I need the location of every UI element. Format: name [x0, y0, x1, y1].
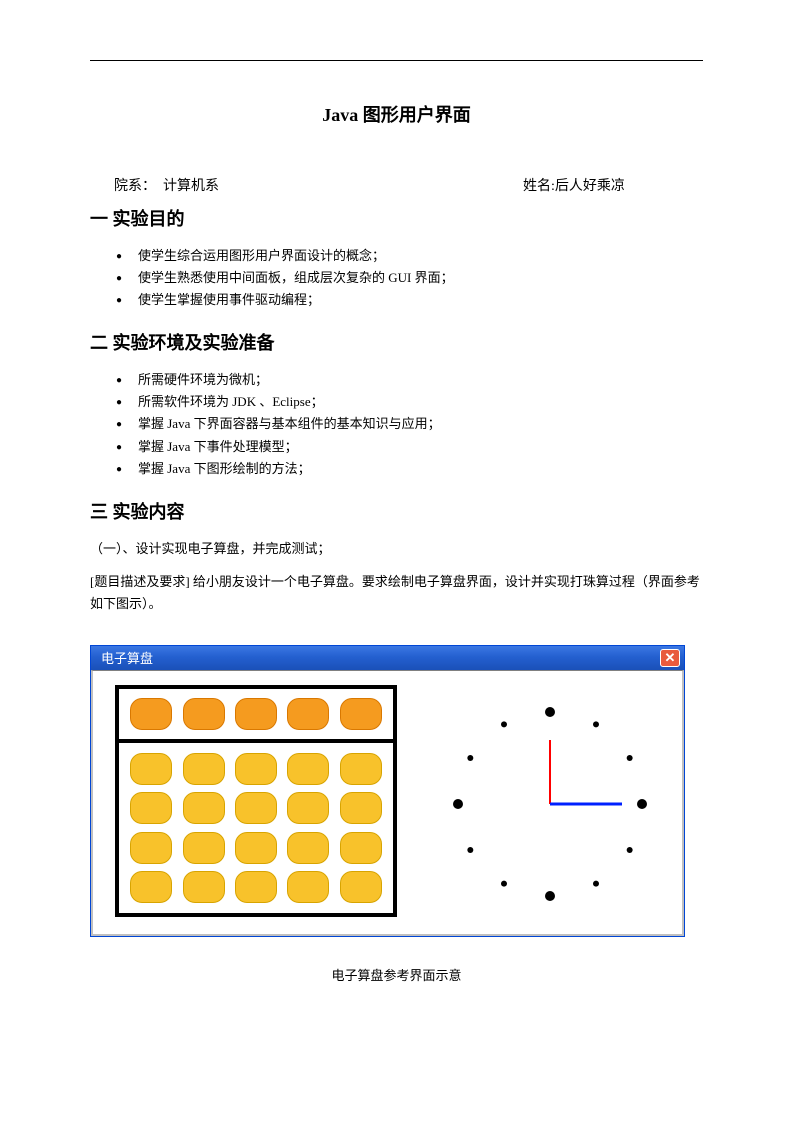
abacus-bottom-bead[interactable]	[130, 792, 172, 824]
section-2-heading: 二 实验环境及实验准备	[90, 329, 703, 355]
clock-wrap	[427, 685, 672, 924]
clock-dot	[593, 881, 599, 887]
abacus-bottom-bead[interactable]	[130, 871, 172, 903]
figure-caption: 电子算盘参考界面示意	[90, 965, 703, 984]
abacus-bottom-bead[interactable]	[340, 832, 382, 864]
dept-label: 院系：	[114, 179, 156, 194]
abacus-bead-row	[125, 753, 387, 785]
abacus-bottom-bead[interactable]	[287, 871, 329, 903]
abacus-bottom-bead[interactable]	[287, 792, 329, 824]
list-item: 使学生熟悉使用中间面板，组成层次复杂的 GUI 界面；	[138, 267, 703, 289]
clock-dot	[467, 755, 473, 761]
abacus-bottom-bead[interactable]	[340, 871, 382, 903]
abacus-bottom-bead[interactable]	[340, 792, 382, 824]
top-rule	[90, 60, 703, 61]
clock-dot	[626, 755, 632, 761]
list-item: 使学生综合运用图形用户界面设计的概念；	[138, 245, 703, 267]
titlebar[interactable]: 电子算盘 ✕	[91, 646, 684, 670]
clock-dot	[637, 799, 647, 809]
clock-dot	[545, 891, 555, 901]
abacus-bead-row	[125, 871, 387, 903]
abacus-bottom-bead[interactable]	[130, 832, 172, 864]
section-3-heading: 三 实验内容	[90, 498, 703, 524]
clock-dot	[626, 847, 632, 853]
abacus-bottom-bead[interactable]	[130, 753, 172, 785]
list-item: 掌握 Java 下事件处理模型；	[138, 436, 703, 458]
dept-field: 院系： 计算机系	[114, 175, 523, 195]
list-item: 使学生掌握使用事件驱动编程；	[138, 289, 703, 311]
section-1-list: 使学生综合运用图形用户界面设计的概念； 使学生熟悉使用中间面板，组成层次复杂的 …	[90, 245, 703, 311]
clock	[445, 699, 655, 909]
abacus-top-row	[119, 689, 393, 743]
abacus-bottom-bead[interactable]	[287, 832, 329, 864]
abacus-top-bead[interactable]	[183, 698, 225, 730]
abacus-bottom-bead[interactable]	[183, 871, 225, 903]
abacus-bottom-bead[interactable]	[235, 753, 277, 785]
info-row: 院系： 计算机系 姓名:后人好乘凉	[90, 175, 703, 195]
abacus-bead-row	[125, 832, 387, 864]
section-3-sub: （一）、设计实现电子算盘，并完成测试；	[90, 538, 703, 557]
page-title: Java 图形用户界面	[90, 101, 703, 127]
abacus-bottom-bead[interactable]	[235, 871, 277, 903]
abacus-bottom-bead[interactable]	[183, 753, 225, 785]
abacus-top-bead[interactable]	[287, 698, 329, 730]
list-item: 所需硬件环境为微机；	[138, 369, 703, 391]
abacus-top-bead[interactable]	[340, 698, 382, 730]
clock-dot	[501, 722, 507, 728]
list-item: 掌握 Java 下界面容器与基本组件的基本知识与应用；	[138, 413, 703, 435]
window-client	[91, 670, 684, 936]
clock-dot	[501, 881, 507, 887]
abacus-top-bead[interactable]	[130, 698, 172, 730]
name-value: 后人好乘凉	[555, 179, 625, 194]
abacus-top-bead[interactable]	[235, 698, 277, 730]
name-label: 姓名:	[523, 179, 555, 194]
abacus-bottom-bead[interactable]	[235, 832, 277, 864]
close-button[interactable]: ✕	[660, 649, 680, 667]
abacus-bottom-bead[interactable]	[287, 753, 329, 785]
abacus-bottom-bead[interactable]	[340, 753, 382, 785]
list-item: 所需软件环境为 JDK 、Eclipse；	[138, 391, 703, 413]
abacus[interactable]	[115, 685, 397, 917]
clock-svg	[445, 699, 655, 909]
clock-dot	[545, 707, 555, 717]
close-icon: ✕	[665, 651, 676, 664]
clock-dot	[593, 722, 599, 728]
abacus-bead-row	[125, 792, 387, 824]
abacus-bottom-bead[interactable]	[183, 792, 225, 824]
dept-value: 计算机系	[163, 179, 219, 194]
abacus-bottom-bead[interactable]	[235, 792, 277, 824]
name-field: 姓名:后人好乘凉	[523, 175, 703, 195]
section-1-heading: 一 实验目的	[90, 205, 703, 231]
clock-dot	[453, 799, 463, 809]
section-3-para: [题目描述及要求] 给小朋友设计一个电子算盘。要求绘制电子算盘界面，设计并实现打…	[90, 571, 703, 615]
section-2-list: 所需硬件环境为微机； 所需软件环境为 JDK 、Eclipse； 掌握 Java…	[90, 369, 703, 479]
abacus-bottom-rows	[119, 743, 393, 913]
app-window: 电子算盘 ✕	[90, 645, 685, 937]
list-item: 掌握 Java 下图形绘制的方法；	[138, 458, 703, 480]
window-title: 电子算盘	[101, 648, 153, 667]
clock-dot	[467, 847, 473, 853]
abacus-bottom-bead[interactable]	[183, 832, 225, 864]
